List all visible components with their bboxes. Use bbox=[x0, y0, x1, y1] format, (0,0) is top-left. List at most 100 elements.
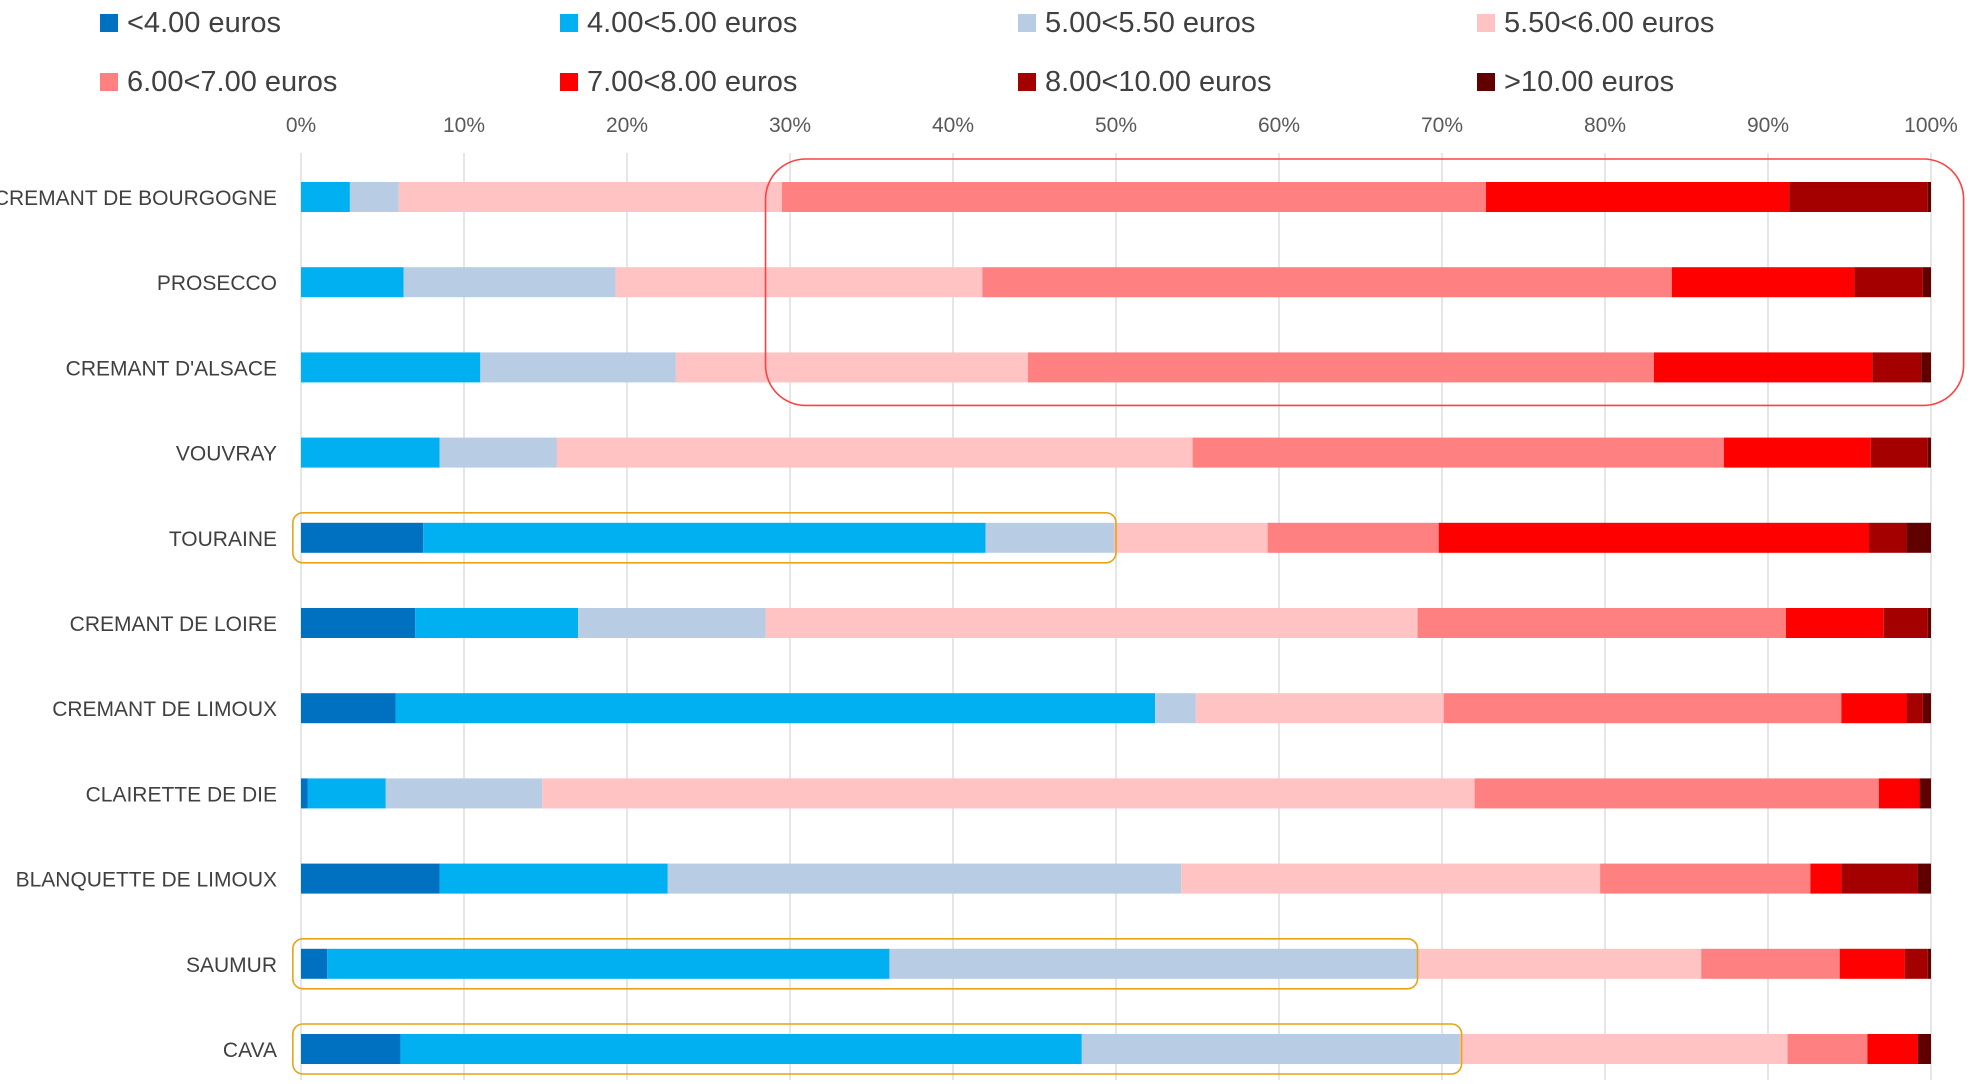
legend-swatch bbox=[1477, 14, 1495, 32]
legend-item: 5.00<5.50 euros bbox=[1018, 3, 1255, 43]
bar-segment bbox=[1878, 778, 1920, 809]
bar-segment bbox=[301, 352, 481, 383]
highlight-box bbox=[292, 511, 1117, 564]
x-tick-label: 30% bbox=[769, 114, 811, 137]
bar-segment bbox=[480, 352, 676, 383]
legend-swatch bbox=[100, 14, 118, 32]
bar-segment bbox=[1785, 608, 1884, 638]
bar-segment bbox=[1438, 522, 1870, 553]
bar-segment bbox=[1671, 267, 1855, 298]
bar-segment bbox=[985, 522, 1115, 553]
legend-item: 6.00<7.00 euros bbox=[100, 62, 337, 102]
bar-segment bbox=[307, 778, 386, 809]
bar-segment bbox=[1904, 948, 1928, 979]
bar-segment bbox=[889, 948, 1418, 979]
bar-segment bbox=[1486, 182, 1790, 212]
bar-segment bbox=[1789, 182, 1928, 212]
bar-segment bbox=[1267, 522, 1439, 553]
bar-segment bbox=[1839, 948, 1905, 979]
bar-segment bbox=[415, 608, 579, 638]
bar-segment bbox=[765, 608, 1418, 638]
x-tick-label: 70% bbox=[1421, 114, 1463, 137]
bar-segment bbox=[1600, 863, 1811, 894]
bar-segment bbox=[1417, 608, 1786, 638]
bar-segment bbox=[1872, 352, 1922, 383]
legend-label: 5.00<5.50 euros bbox=[1045, 6, 1256, 39]
bar-segment bbox=[398, 182, 782, 212]
category-label: BLANQUETTE DE LIMOUX bbox=[16, 869, 277, 892]
bar-segment bbox=[1810, 863, 1842, 894]
x-tick-label: 40% bbox=[932, 114, 974, 137]
bar-segment bbox=[400, 1034, 1082, 1064]
bar-segment bbox=[385, 778, 543, 809]
legend-swatch bbox=[1477, 73, 1495, 91]
highlight-box bbox=[292, 1023, 1463, 1075]
bar-segment bbox=[1922, 693, 1931, 724]
bar-segment bbox=[301, 182, 350, 212]
x-tick-label: 10% bbox=[443, 114, 485, 137]
legend-item: >10.00 euros bbox=[1477, 62, 1674, 102]
bar-segment bbox=[1417, 948, 1702, 979]
legend-item: 7.00<8.00 euros bbox=[560, 62, 797, 102]
bar-segment bbox=[1723, 437, 1871, 468]
bar-segment bbox=[395, 693, 1156, 724]
bar-segment bbox=[1701, 948, 1840, 979]
bar-segment bbox=[349, 182, 399, 212]
bar-segment bbox=[301, 437, 440, 468]
x-tick-label: 0% bbox=[286, 114, 316, 137]
x-tick-label: 50% bbox=[1095, 114, 1137, 137]
bar-segment bbox=[615, 267, 983, 298]
bar-segment bbox=[301, 863, 440, 894]
legend-label: 8.00<10.00 euros bbox=[1045, 65, 1272, 98]
bar-segment bbox=[1841, 693, 1907, 724]
bar-segment bbox=[781, 182, 1487, 212]
bar-segment bbox=[301, 693, 396, 724]
bar-segment bbox=[1927, 182, 1931, 212]
legend-item: 8.00<10.00 euros bbox=[1018, 62, 1272, 102]
bar-segment bbox=[1787, 1034, 1868, 1064]
bar-segment bbox=[1459, 1034, 1788, 1064]
bar-segment bbox=[1917, 863, 1931, 894]
bar-segment bbox=[301, 522, 424, 553]
bar-segment bbox=[982, 267, 1672, 298]
category-label: PROSECCO bbox=[157, 272, 277, 295]
bar-segment bbox=[1155, 693, 1196, 724]
bar-segment bbox=[403, 267, 616, 298]
bar-segment bbox=[578, 608, 766, 638]
category-label: CREMANT D'ALSACE bbox=[66, 357, 277, 380]
legend-item: <4.00 euros bbox=[100, 3, 281, 43]
bar-segment bbox=[1854, 267, 1923, 298]
category-label: VOUVRAY bbox=[176, 443, 277, 466]
bar-segment bbox=[301, 1034, 401, 1064]
category-label: CAVA bbox=[223, 1039, 277, 1062]
category-label: CREMANT DE LOIRE bbox=[70, 613, 277, 636]
bar-segment bbox=[1181, 863, 1601, 894]
legend-swatch bbox=[1018, 14, 1036, 32]
bar-segment bbox=[556, 437, 1193, 468]
bar-segment bbox=[675, 352, 1028, 383]
legend-item: 4.00<5.00 euros bbox=[560, 3, 797, 43]
highlight-box bbox=[764, 158, 1965, 407]
legend-swatch bbox=[560, 14, 578, 32]
highlight-box bbox=[292, 937, 1419, 990]
bar-segment bbox=[1474, 778, 1879, 809]
bar-segment bbox=[1922, 267, 1931, 298]
bar-segment bbox=[1927, 608, 1931, 638]
legend-label: 7.00<8.00 euros bbox=[587, 65, 798, 98]
legend-swatch bbox=[1018, 73, 1036, 91]
bar-segment bbox=[1869, 522, 1907, 553]
bar-segment bbox=[667, 863, 1182, 894]
x-tick-label: 80% bbox=[1584, 114, 1626, 137]
legend-label: <4.00 euros bbox=[127, 6, 281, 39]
bar-segment bbox=[1443, 693, 1842, 724]
bar-segment bbox=[1027, 352, 1654, 383]
x-tick-label: 100% bbox=[1904, 114, 1958, 137]
category-label: CLAIRETTE DE DIE bbox=[86, 783, 277, 806]
bar-segment bbox=[1653, 352, 1873, 383]
bar-segment bbox=[423, 522, 986, 553]
bar-segment bbox=[1919, 778, 1931, 809]
legend-label: >10.00 euros bbox=[1504, 65, 1675, 98]
bar-segment bbox=[1114, 522, 1268, 553]
bar-segment bbox=[542, 778, 1475, 809]
